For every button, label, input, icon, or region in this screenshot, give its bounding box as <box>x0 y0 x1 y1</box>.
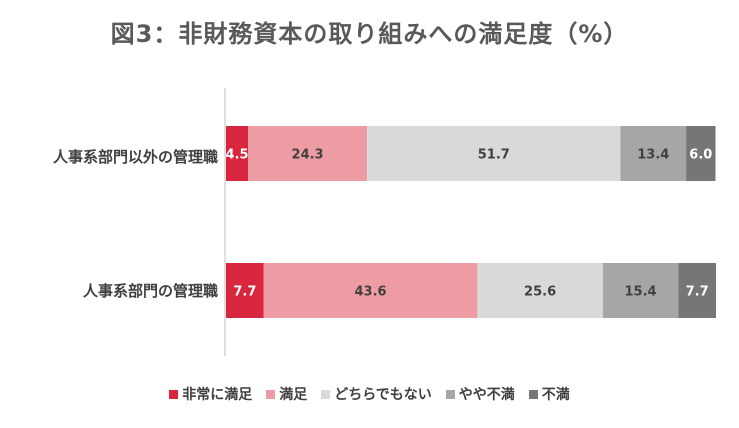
data-label: 4.5 <box>226 148 249 163</box>
bar-segment <box>263 263 478 318</box>
category-label: 人事系部門以外の管理職 <box>52 148 218 166</box>
category-label: 人事系部門の管理職 <box>82 282 218 300</box>
legend-swatch <box>266 389 276 399</box>
legend-label: 非常に満足 <box>182 387 253 403</box>
data-label: 25.6 <box>524 285 556 300</box>
bar-segment <box>678 263 716 318</box>
data-label: 15.4 <box>625 285 657 300</box>
legend-item: 非常に満足 <box>169 384 252 404</box>
data-label: 43.6 <box>355 285 387 300</box>
legend-item: やや不満 <box>445 384 515 404</box>
data-label: 6.0 <box>689 148 712 163</box>
legend-swatch <box>321 389 331 399</box>
legend: 非常に満足 満足 どちらでもない やや不満 不満 <box>0 384 739 404</box>
legend-item: どちらでもない <box>321 384 432 404</box>
bar-segment <box>620 126 687 181</box>
bar-segment <box>477 263 603 318</box>
legend-swatch <box>445 389 455 399</box>
data-label: 7.7 <box>686 285 709 300</box>
legend-label: やや不満 <box>458 387 515 403</box>
bar-segment <box>248 126 368 181</box>
bar-segment <box>686 126 716 181</box>
data-label: 51.7 <box>478 148 510 163</box>
bar-segment <box>602 263 679 318</box>
legend-label: どちらでもない <box>334 387 432 403</box>
data-label: 13.4 <box>637 148 669 163</box>
legend-item: 満足 <box>266 384 307 404</box>
legend-swatch <box>169 389 179 399</box>
bar-segment <box>226 263 264 318</box>
legend-label: 満足 <box>279 387 308 403</box>
legend-item: 不満 <box>528 384 570 404</box>
legend-swatch <box>528 389 538 399</box>
data-label: 7.7 <box>233 285 256 300</box>
bar-segment <box>226 126 249 181</box>
bar-segment <box>367 126 621 181</box>
chart-title: 図3：非財務資本の取り組みへの満足度（%） <box>110 20 629 48</box>
data-label: 24.3 <box>292 148 324 163</box>
legend-label: 不満 <box>541 387 570 403</box>
